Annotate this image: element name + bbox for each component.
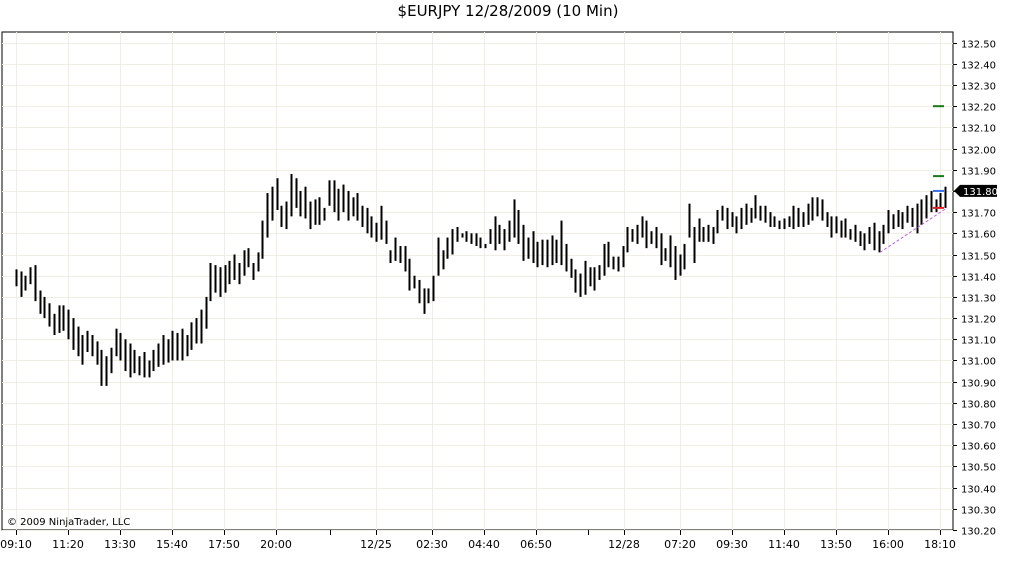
trend-line — [879, 207, 948, 253]
y-tick-label: 130.60 — [961, 442, 996, 453]
y-tick-label: 130.90 — [961, 379, 996, 390]
x-tick-label: 16:00 — [872, 538, 904, 551]
y-tick-label: 130.70 — [961, 421, 996, 432]
x-tick-label: 12/25 — [360, 538, 392, 551]
x-tick-label: 09:30 — [716, 538, 748, 551]
x-tick-label: 02:30 — [416, 538, 448, 551]
y-tick-label: 131.30 — [961, 294, 996, 305]
x-tick-label: 18:10 — [924, 538, 956, 551]
x-tick-label: 11:40 — [768, 538, 800, 551]
y-tick-label: 131.20 — [961, 315, 996, 326]
y-tick-label: 131.10 — [961, 336, 996, 347]
x-tick-label: 15:40 — [156, 538, 188, 551]
x-tick-label: 17:50 — [208, 538, 240, 551]
x-tick-label: 09:10 — [0, 538, 32, 551]
y-tick-label: 132.40 — [961, 61, 996, 72]
copyright-text: © 2009 NinjaTrader, LLC — [7, 517, 131, 528]
y-tick-label: 131.50 — [961, 252, 996, 263]
chart-title: $EURJPY 12/28/2009 (10 Min) — [397, 2, 619, 20]
y-tick-label: 131.40 — [961, 273, 996, 284]
y-tick-label: 132.50 — [961, 40, 996, 51]
x-tick-label: 13:30 — [104, 538, 136, 551]
x-tick-label: 20:00 — [260, 538, 292, 551]
y-tick-label: 132.30 — [961, 82, 996, 93]
x-tick-label: 13:50 — [820, 538, 852, 551]
y-tick-label: 132.10 — [961, 124, 996, 135]
y-tick-label: 130.20 — [961, 527, 996, 538]
y-tick-label: 131.00 — [961, 357, 996, 368]
y-tick-label: 130.40 — [961, 485, 996, 496]
y-tick-label: 130.50 — [961, 463, 996, 474]
x-tick-label: 11:20 — [52, 538, 84, 551]
x-tick-label: 04:40 — [468, 538, 500, 551]
y-tick-label: 132.00 — [961, 146, 996, 157]
y-tick-label: 131.90 — [961, 167, 996, 178]
last-price-marker — [954, 184, 997, 197]
y-tick-label: 131.70 — [961, 209, 996, 220]
plot-frame — [1, 31, 954, 531]
y-tick-label: 132.20 — [961, 103, 996, 114]
y-tick-label: 130.30 — [961, 506, 996, 517]
y-tick-label: 130.80 — [961, 400, 996, 411]
x-tick-label: 06:50 — [520, 538, 552, 551]
x-tick-label: 12/28 — [608, 538, 640, 551]
x-tick-label: 07:20 — [664, 538, 696, 551]
last-price-label: 131.80 — [963, 187, 998, 198]
y-tick-label: 131.60 — [961, 230, 996, 241]
